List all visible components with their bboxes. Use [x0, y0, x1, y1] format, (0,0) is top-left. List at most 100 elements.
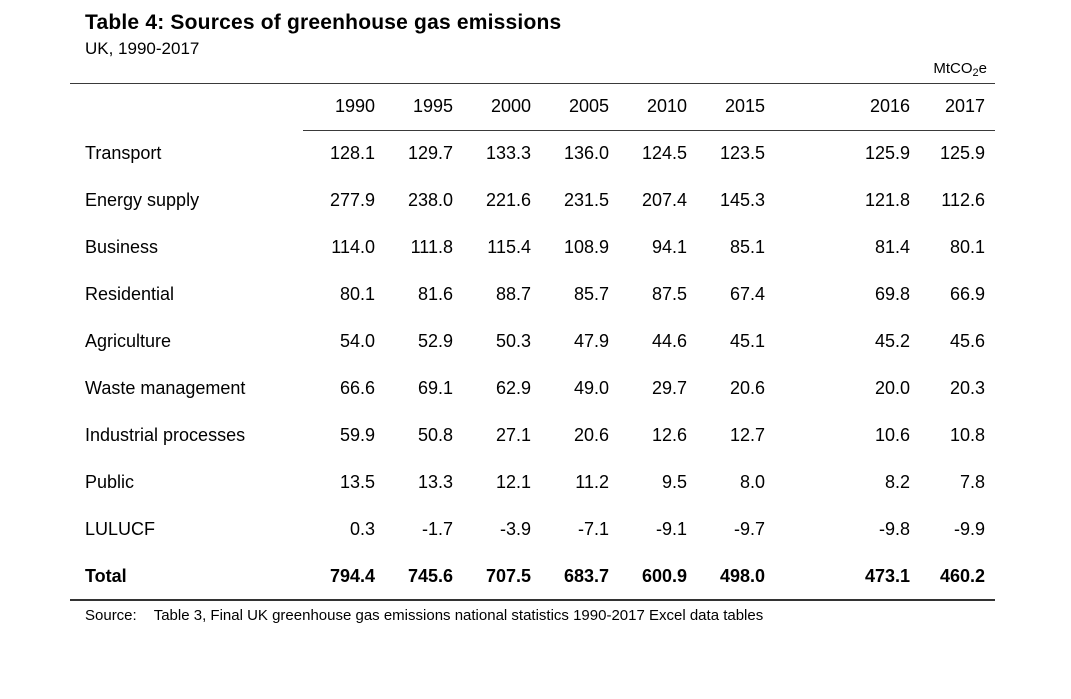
value-cell: 45.1 [729, 331, 765, 351]
value-cell: 85.1 [729, 237, 765, 257]
table-row: Agriculture 54.0 52.9 50.3 47.9 44.6 45.1 45.2 4… [70, 318, 995, 365]
value-cell: -9.8 [878, 519, 910, 539]
table-row: Business 114.0 111.8 115.4 108.9 94.1 85.1 81.4… [70, 224, 995, 271]
page-title: Table 4: Sources of greenhouse gas emiss… [85, 11, 562, 34]
value-cell: -9.7 [733, 519, 765, 539]
value-cell: 231.5 [563, 190, 609, 210]
emissions-table: 1990 1995 2000 2005 2010 2015 2016 2017 Transpo… [70, 84, 995, 601]
year-header-2015: 2015 [693, 84, 771, 131]
value-cell: 121.8 [864, 190, 910, 210]
value-cell: 81.6 [417, 284, 453, 304]
value-cell: 69.8 [874, 284, 910, 304]
value-cell: 80.1 [339, 284, 375, 304]
value-cell: 0.3 [349, 519, 375, 539]
value-cell: 9.5 [661, 472, 687, 492]
row-label: LULUCF [85, 519, 156, 539]
value-cell: 114.0 [331, 237, 375, 257]
value-cell: 498.0 [693, 553, 771, 601]
value-cell: 707.5 [459, 553, 537, 601]
value-cell: 27.1 [495, 425, 531, 445]
value-cell: 69.1 [417, 378, 453, 398]
table-figure: Table 4: Sources of greenhouse gas emiss… [70, 10, 995, 625]
year-header-2000: 2000 [459, 84, 537, 131]
table-row: LULUCF 0.3 -1.7 -3.9 -7.1 -9.1 -9.7 -9.8 -9.9 [70, 506, 995, 553]
value-cell: 221.6 [485, 190, 531, 210]
value-cell: 20.6 [729, 378, 765, 398]
value-cell: 207.4 [641, 190, 687, 210]
value-cell: -9.1 [655, 519, 687, 539]
value-cell: 8.2 [884, 472, 910, 492]
value-cell: 66.9 [949, 284, 985, 304]
page-subtitle: UK, 1990-2017 [85, 39, 200, 58]
row-label: Public [85, 472, 135, 492]
value-cell: 29.7 [651, 378, 687, 398]
year-header-2005: 2005 [537, 84, 615, 131]
value-cell: 81.4 [874, 237, 910, 257]
row-label: Transport [85, 143, 162, 163]
value-cell: 66.6 [339, 378, 375, 398]
value-cell: 20.6 [573, 425, 609, 445]
value-cell: 133.3 [485, 143, 531, 164]
value-cell: 54.0 [339, 331, 375, 351]
row-label: Residential [85, 284, 175, 304]
year-header-1990: 1990 [303, 84, 381, 131]
value-cell: 47.9 [573, 331, 609, 351]
value-cell: -9.9 [953, 519, 985, 539]
row-label: Business [85, 237, 159, 257]
value-cell: 794.4 [303, 553, 381, 601]
value-cell: 136.0 [563, 143, 609, 164]
value-cell: -1.7 [421, 519, 453, 539]
value-cell: 145.3 [719, 190, 765, 210]
value-cell: 52.9 [417, 331, 453, 351]
value-cell: 10.8 [949, 425, 985, 445]
value-cell: 94.1 [651, 237, 687, 257]
row-label: Waste management [85, 378, 246, 398]
value-cell: 683.7 [537, 553, 615, 601]
value-cell: 20.3 [949, 378, 985, 398]
value-cell: 123.5 [719, 143, 765, 164]
value-cell: 59.9 [339, 425, 375, 445]
value-cell: 12.6 [651, 425, 687, 445]
row-label: Energy supply [85, 190, 200, 210]
value-cell: 67.4 [729, 284, 765, 304]
value-cell: 20.0 [874, 378, 910, 398]
value-cell: 238.0 [407, 190, 453, 210]
table-row: Waste management 66.6 69.1 62.9 49.0 29.7 20.6… [70, 365, 995, 412]
unit-tail: e [978, 60, 987, 77]
source-text: Table 3, Final UK greenhouse gas emissio… [153, 607, 764, 624]
value-cell: 13.3 [417, 472, 453, 492]
value-cell: 128.1 [329, 143, 375, 164]
row-label-header [70, 84, 303, 130]
value-cell: 49.0 [573, 378, 609, 398]
value-cell: 277.9 [329, 190, 375, 210]
value-cell: 11.2 [575, 472, 609, 492]
table-row: Transport 128.1 129.7 133.3 136.0 124.5 123.5 1… [70, 130, 995, 177]
value-cell: 7.8 [959, 472, 985, 492]
value-cell: 8.0 [739, 472, 765, 492]
value-cell: 129.7 [407, 143, 453, 164]
value-cell: 12.7 [729, 425, 765, 445]
value-cell: 50.8 [417, 425, 453, 445]
value-cell: 88.7 [495, 284, 531, 304]
value-cell: -7.1 [577, 519, 609, 539]
value-cell: 80.1 [949, 237, 985, 257]
value-cell: 125.9 [864, 143, 910, 164]
value-cell: 10.6 [874, 425, 910, 445]
value-cell: 50.3 [495, 331, 531, 351]
value-cell: 473.1 [771, 553, 916, 601]
value-cell: -3.9 [499, 519, 531, 539]
value-cell: 62.9 [495, 378, 531, 398]
value-cell: 85.7 [573, 284, 609, 304]
value-cell: 460.2 [916, 553, 995, 601]
year-header-2010: 2010 [615, 84, 693, 131]
year-header-2016: 2016 [771, 84, 916, 131]
source-note: Source: Table 3, Final UK greenhouse gas … [70, 601, 995, 625]
value-cell: 745.6 [381, 553, 459, 601]
value-cell: 108.9 [563, 237, 609, 257]
value-cell: 44.6 [651, 331, 687, 351]
year-header-1995: 1995 [381, 84, 459, 131]
value-cell: 45.2 [874, 331, 910, 351]
value-cell: 112.6 [941, 190, 985, 210]
value-cell: 124.5 [641, 143, 687, 164]
